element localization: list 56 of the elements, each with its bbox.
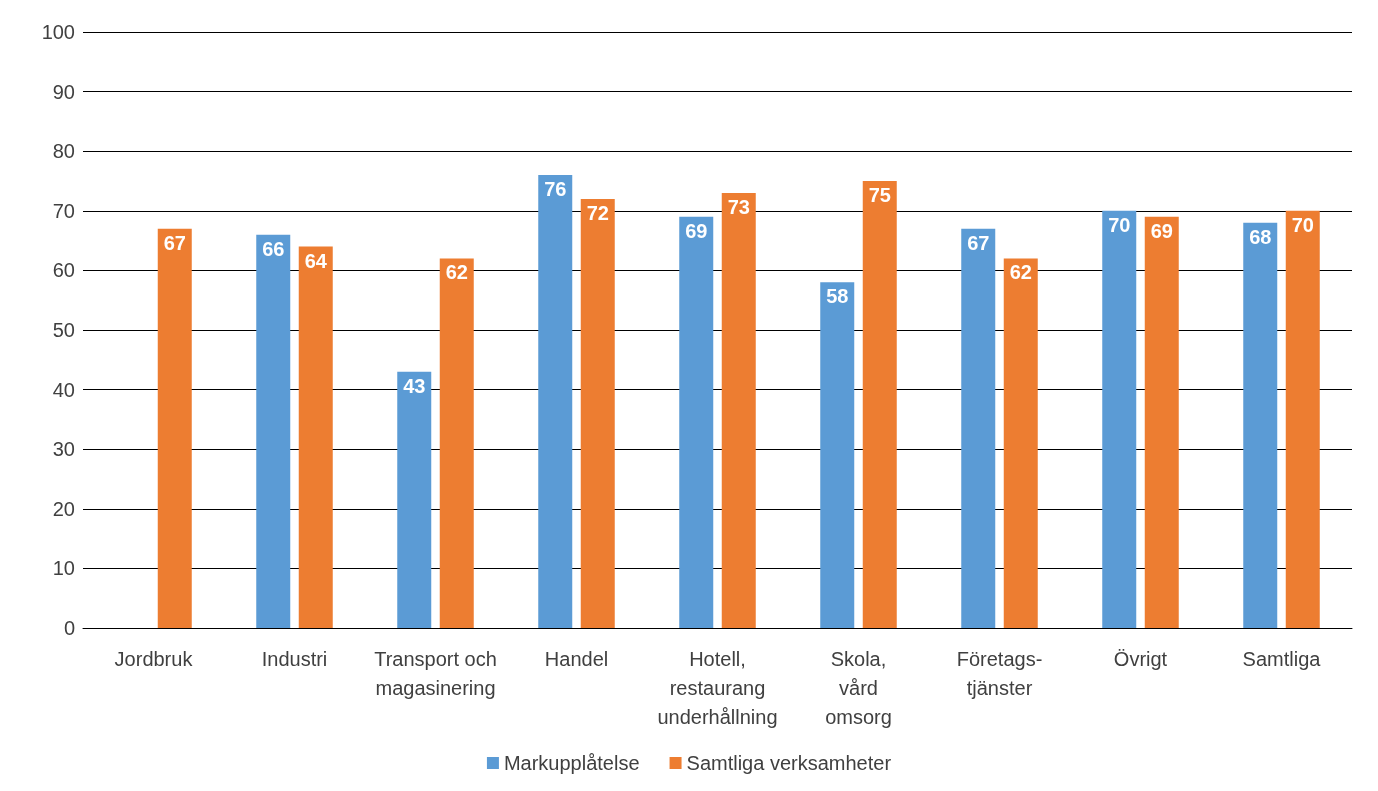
- bar: [580, 198, 615, 628]
- x-tick-label: Övrigt: [1113, 647, 1168, 670]
- x-tick-label: Jordbruk: [114, 647, 194, 670]
- bar: [157, 228, 192, 628]
- data-label: 62: [445, 261, 468, 284]
- bar: [1243, 222, 1278, 628]
- bar: [721, 192, 756, 628]
- bar: [298, 246, 333, 628]
- x-tick-label: Skola, vård omsorg: [825, 647, 892, 728]
- legend-label: Samtliga verksamheter: [686, 752, 892, 774]
- bar: [820, 282, 855, 628]
- x-tick-label: Handel: [544, 647, 609, 670]
- bar: [862, 181, 897, 628]
- y-tick-label: 20: [52, 497, 75, 520]
- bar: [1144, 216, 1179, 628]
- data-label: 58: [826, 285, 849, 308]
- data-label: 70: [1108, 213, 1131, 236]
- data-label: 69: [685, 219, 708, 242]
- bar: [1285, 210, 1320, 628]
- data-label: 69: [1150, 219, 1173, 242]
- data-label: 68: [1249, 225, 1272, 248]
- y-tick-label: 90: [52, 80, 75, 103]
- x-tick-label: Hotell, restaurang underhållning: [657, 647, 778, 728]
- data-label: 67: [967, 231, 990, 254]
- data-label: 72: [586, 201, 609, 224]
- bar: [1102, 210, 1137, 628]
- bar: [256, 234, 291, 628]
- y-tick-label: 100: [41, 21, 75, 43]
- y-tick-label: 80: [52, 140, 75, 163]
- x-tick-label: Samtliga: [1242, 647, 1322, 670]
- data-label: 62: [1009, 261, 1032, 284]
- data-label: 67: [163, 231, 186, 254]
- x-tick-label: Transport och magasinering: [374, 647, 497, 699]
- data-label: 73: [727, 195, 750, 218]
- y-tick-label: 70: [52, 199, 75, 222]
- bar: [961, 228, 996, 628]
- legend-label: Markupplåtelse: [503, 752, 640, 774]
- y-tick-label: 0: [63, 617, 75, 639]
- data-label: 76: [544, 178, 567, 201]
- bar: [1003, 258, 1038, 628]
- x-tick-label: Industri: [261, 647, 328, 670]
- data-label: 75: [868, 184, 891, 206]
- y-tick-label: 60: [52, 259, 75, 282]
- y-tick-label: 10: [52, 557, 75, 580]
- bar: [439, 258, 474, 628]
- data-label: 66: [262, 237, 285, 260]
- y-tick-label: 30: [52, 438, 75, 461]
- bar: [538, 175, 573, 628]
- data-label: 64: [304, 249, 328, 272]
- data-label: 43: [403, 374, 426, 397]
- bar: [679, 216, 714, 628]
- bar: [397, 371, 432, 628]
- y-tick-label: 50: [52, 319, 75, 341]
- x-tick-label: Företags- tjänster: [956, 647, 1043, 699]
- y-tick-label: 40: [52, 378, 75, 401]
- data-label: 70: [1291, 213, 1314, 236]
